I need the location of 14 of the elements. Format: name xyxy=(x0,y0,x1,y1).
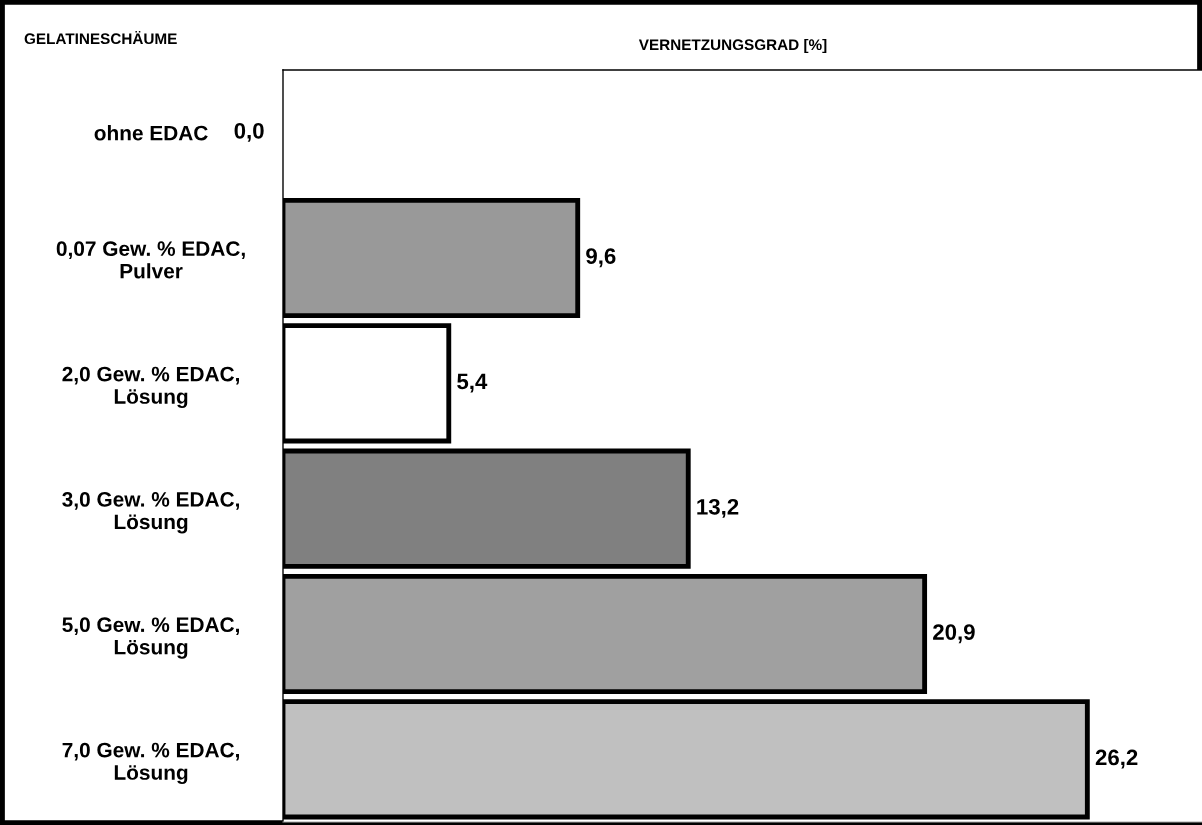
data-label: 9,6 xyxy=(586,248,616,268)
data-label: 13,2 xyxy=(697,498,739,518)
chart-title: VERNETZUNGSGRAD [%] xyxy=(638,38,827,54)
y-tick-label: 2,0 Gew. % EDAC, Lösung xyxy=(62,366,239,409)
data-label: 26,2 xyxy=(1095,749,1138,769)
data-label: 0,0 xyxy=(234,122,264,142)
y-tick-label: 3,0 Gew. % EDAC, Lösung xyxy=(62,492,239,534)
y-axis-title: GELATINESCHÄUME xyxy=(24,30,177,45)
y-tick-label: 0,07 Gew. % EDAC, Pulver xyxy=(56,241,245,279)
data-label: 5,4 xyxy=(457,373,488,393)
y-tick-label: ohne EDAC xyxy=(94,125,208,141)
y-tick-label: 5,0 Gew. % EDAC, Lösung xyxy=(62,617,239,659)
y-tick-label: 7,0 Gew. % EDAC, Lösung xyxy=(62,742,239,785)
data-label: 20,9 xyxy=(933,624,975,644)
